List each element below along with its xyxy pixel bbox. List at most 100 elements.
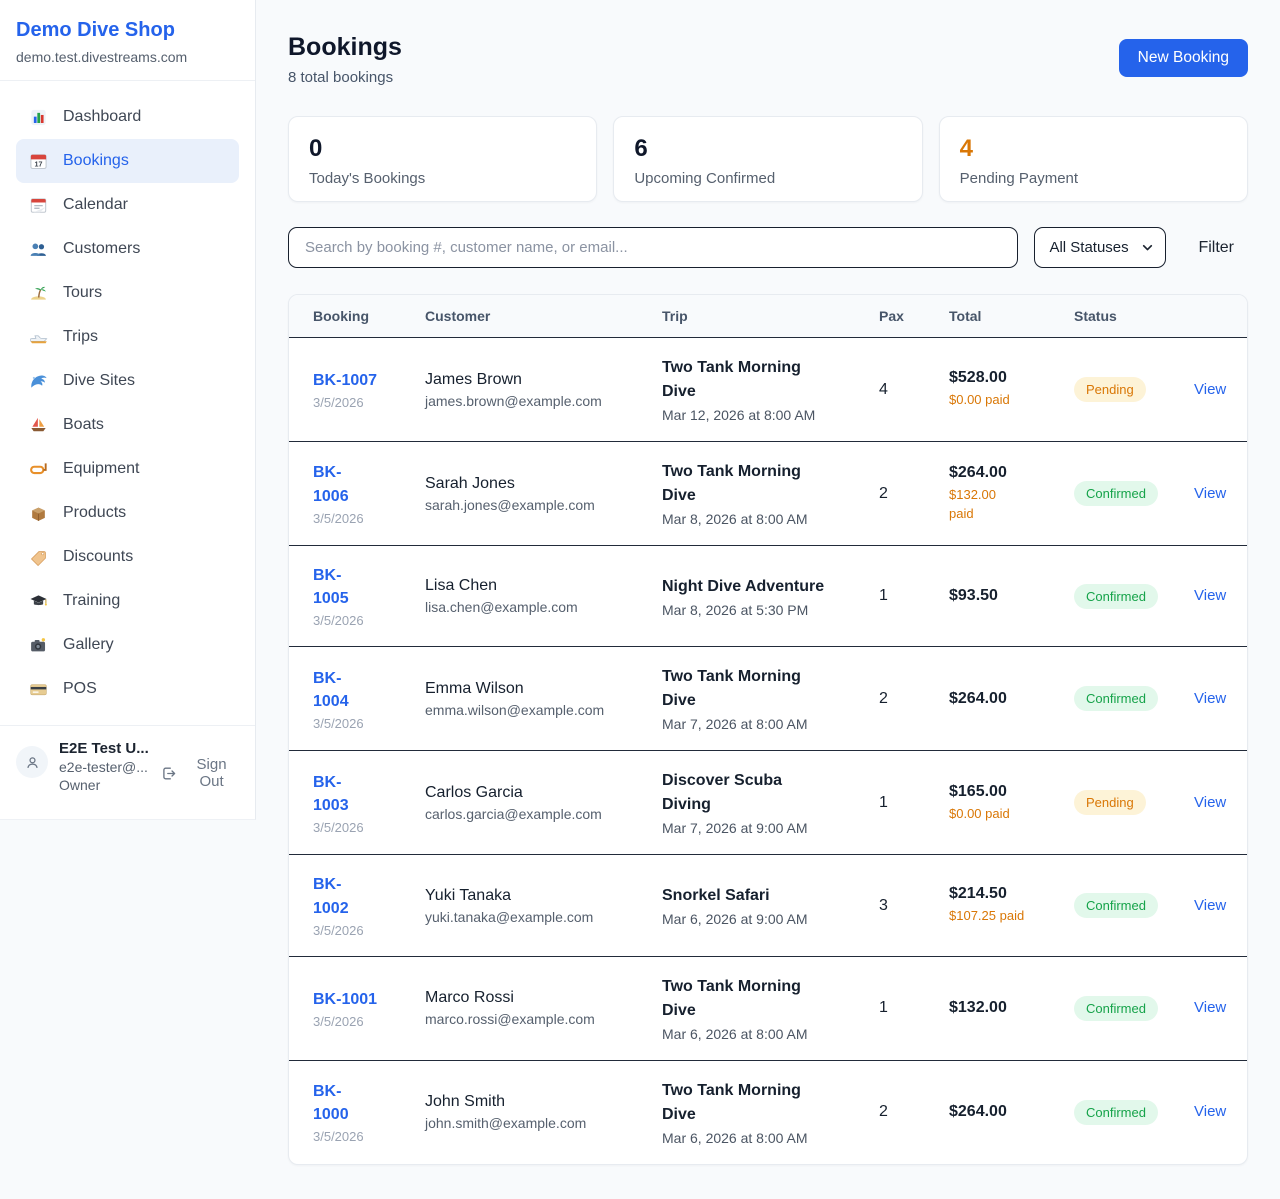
pax-cell: 1 [855,544,925,647]
sign-out-label: Sign Out [196,756,227,790]
sidebar-item-tours[interactable]: Tours [16,271,239,315]
total-value: $264.00 [949,464,1007,482]
status-cell: Confirmed [1050,441,1170,546]
customer-email: lisa.chen@example.com [425,599,578,616]
sidebar-item-boats[interactable]: Boats [16,403,239,447]
trip-cell: Two Tank Morning Dive Mar 6, 2026 at 8:00… [638,1059,855,1164]
sidebar-item-training[interactable]: Training [16,579,239,623]
table-row: BK-1005 3/5/2026 Lisa Chen lisa.chen@exampl… [289,544,1247,647]
sidebar-nav: Dashboard 17 Bookings Calendar Customers Tour… [0,81,255,721]
view-link[interactable]: View [1194,896,1227,914]
avatar [16,746,48,778]
customer-cell: Yuki Tanaka yuki.tanaka@example.com [401,854,638,957]
actions-cell: View [1170,441,1247,546]
status-cell: Confirmed [1050,854,1170,957]
filter-button[interactable]: Filter [1182,239,1248,257]
sidebar-item-products[interactable]: Products [16,491,239,535]
customer-name: Yuki Tanaka [425,886,511,904]
booking-id-link[interactable]: BK-1006 [313,464,349,505]
status-badge: Pending [1074,790,1146,816]
pax-value: 3 [879,896,888,914]
customer-cell: John Smith john.smith@example.com [401,1059,638,1164]
sidebar-item-discounts[interactable]: Discounts [16,535,239,579]
sidebar-item-customers[interactable]: Customers [16,227,239,271]
trip-datetime: Mar 6, 2026 at 8:00 AM [662,1025,808,1042]
table-row: BK-1007 3/5/2026 James Brown james.brown@ex… [289,338,1247,442]
booking-id-link[interactable]: BK-1000 [313,1083,349,1124]
booking-date: 3/5/2026 [313,922,364,938]
sidebar-item-label: POS [63,680,97,697]
trip-name: Two Tank Morning Dive [662,359,801,400]
pax-value: 2 [879,484,888,502]
view-link[interactable]: View [1194,1103,1227,1121]
person-icon [26,756,38,768]
status-select[interactable]: All Statuses [1034,227,1167,268]
trip-datetime: Mar 6, 2026 at 9:00 AM [662,911,808,928]
new-booking-button[interactable]: New Booking [1118,39,1248,77]
sidebar-item-bookings[interactable]: 17 Bookings [16,139,239,183]
total-value: $264.00 [949,1103,1007,1121]
customer-name: Emma Wilson [425,679,524,697]
main-content: Bookings 8 total bookings New Booking 0 T… [288,0,1248,1199]
sidebar-item-label: Customers [63,240,141,257]
stat-value: 6 [634,135,648,162]
booking-id-link[interactable]: BK-1002 [313,876,349,917]
view-link[interactable]: View [1194,999,1227,1017]
bookings-table-card: Booking Customer Trip Pax Total Status BK-100… [288,294,1248,1165]
sailboat-icon [29,416,48,435]
booking-date: 3/5/2026 [313,395,364,411]
pax-value: 2 [879,1103,888,1121]
customer-email: emma.wilson@example.com [425,701,605,718]
sidebar-item-equipment[interactable]: Equipment [16,447,239,491]
table-header-row: Booking Customer Trip Pax Total Status [289,295,1247,338]
sidebar-item-dive-sites[interactable]: Dive Sites [16,359,239,403]
status-badge: Confirmed [1074,686,1158,712]
sidebar-item-label: Trips [63,328,98,345]
customer-name: Carlos Garcia [425,783,523,801]
booking-cell: BK-1004 3/5/2026 [289,646,401,751]
page-header: Bookings 8 total bookings New Booking [288,32,1248,86]
view-link[interactable]: View [1194,484,1227,502]
view-link[interactable]: View [1194,793,1227,811]
status-badge: Confirmed [1074,893,1158,919]
paid-value: $0.00 paid [949,805,1010,821]
customer-name: Marco Rossi [425,989,514,1007]
search-input[interactable] [288,227,1019,268]
booking-date: 3/5/2026 [313,510,364,526]
status-cell: Confirmed [1050,955,1170,1061]
booking-cell: BK-1001 3/5/2026 [289,955,401,1061]
total-cell: $214.50 $107.25 paid [925,854,1050,957]
view-link[interactable]: View [1194,587,1227,605]
sidebar-item-dashboard[interactable]: Dashboard [16,95,239,139]
brand[interactable]: Demo Dive Shop [16,19,175,41]
stat-card-today-s-bookings: 0 Today's Bookings [288,116,598,202]
status-cell: Confirmed [1050,646,1170,751]
booking-id-link[interactable]: BK-1007 [313,371,378,389]
sidebar-item-gallery[interactable]: Gallery [16,623,239,667]
status-badge: Pending [1074,377,1146,402]
sidebar-item-trips[interactable]: Trips [16,315,239,359]
sidebar-item-pos[interactable]: POS [16,667,239,711]
page-title: Bookings [288,33,402,61]
view-link[interactable]: View [1194,689,1227,707]
booking-date: 3/5/2026 [313,613,364,629]
booking-id-link[interactable]: BK-1001 [313,990,378,1008]
total-cell: $264.00 $132.00 paid [925,441,1050,546]
booking-id-link[interactable]: BK-1004 [313,669,349,710]
bookings-table: Booking Customer Trip Pax Total Status BK-100… [289,295,1247,1164]
trip-name: Snorkel Safari [662,887,770,905]
sidebar-item-calendar[interactable]: Calendar [16,183,239,227]
trip-name: Two Tank Morning Dive [662,1081,801,1123]
booking-date: 3/5/2026 [313,1013,364,1029]
actions-cell: View [1170,854,1247,957]
actions-cell: View [1170,544,1247,647]
status-badge: Confirmed [1074,995,1158,1021]
booking-id-link[interactable]: BK-1005 [313,567,349,608]
pax-cell: 2 [855,441,925,546]
trip-cell: Two Tank Morning Dive Mar 6, 2026 at 8:00… [638,955,855,1061]
view-link[interactable]: View [1194,380,1227,398]
total-value: $165.00 [949,782,1007,800]
sign-out-button[interactable]: Sign Out [160,756,239,790]
booking-cell: BK-1000 3/5/2026 [289,1059,401,1164]
booking-id-link[interactable]: BK-1003 [313,773,349,814]
